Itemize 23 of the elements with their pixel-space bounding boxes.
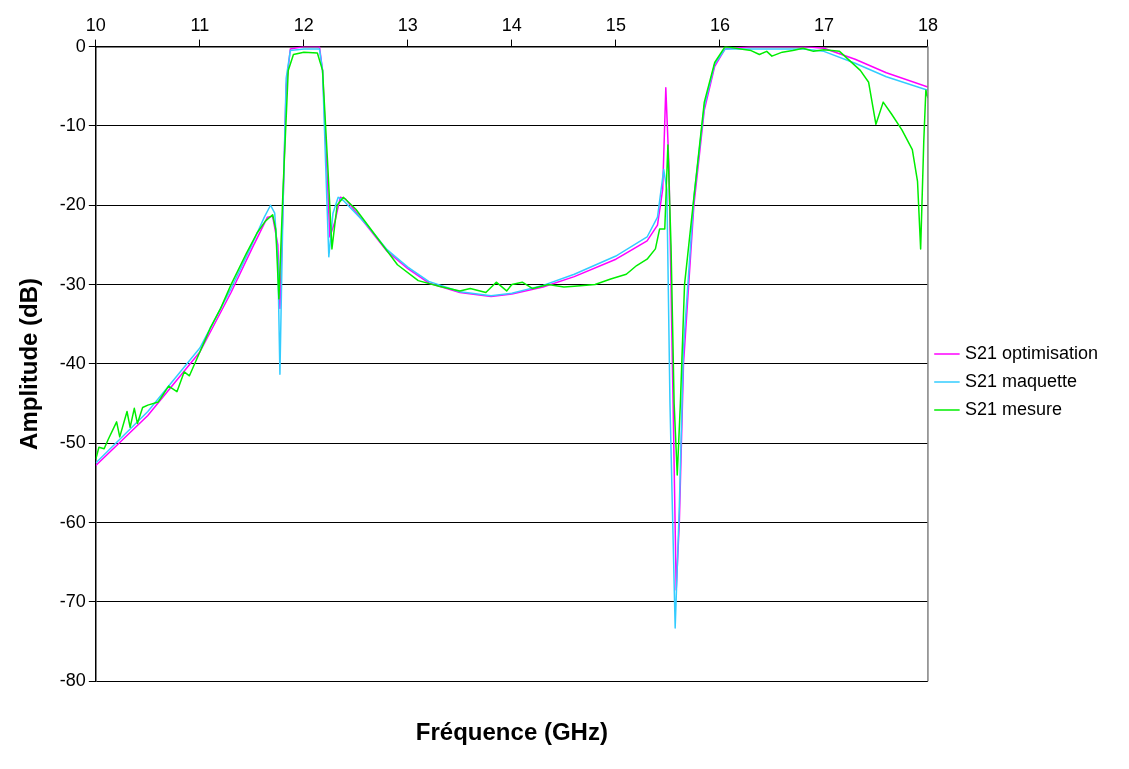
y-tick-label: -70 [59,590,86,611]
x-tick-label: 17 [813,14,834,35]
x-tick-label: 11 [190,14,210,35]
y-tick-label: -50 [59,432,86,453]
y-axis-title: Amplitude (dB) [15,277,43,450]
x-tick-label: 16 [709,14,730,35]
legend-label: S21 optimisation [964,342,1098,363]
x-tick-label: 13 [397,14,418,35]
y-tick-label: 0 [75,35,86,56]
y-tick-label: -80 [59,670,86,691]
y-tick-label: -30 [59,273,86,294]
x-tick-label: 18 [917,14,938,35]
x-tick-label: 10 [85,14,106,35]
y-tick-label: -10 [59,114,86,135]
y-tick-label: -20 [59,194,86,215]
x-tick-label: 14 [501,14,522,35]
legend-label: S21 maquette [964,370,1077,391]
x-tick-label: 15 [605,14,626,35]
y-tick-label: -60 [59,511,86,532]
x-axis-title: Fréquence (GHz) [415,718,608,746]
x-tick-label: 12 [293,14,314,35]
legend-label: S21 mesure [964,398,1062,419]
y-tick-label: -40 [59,352,86,373]
